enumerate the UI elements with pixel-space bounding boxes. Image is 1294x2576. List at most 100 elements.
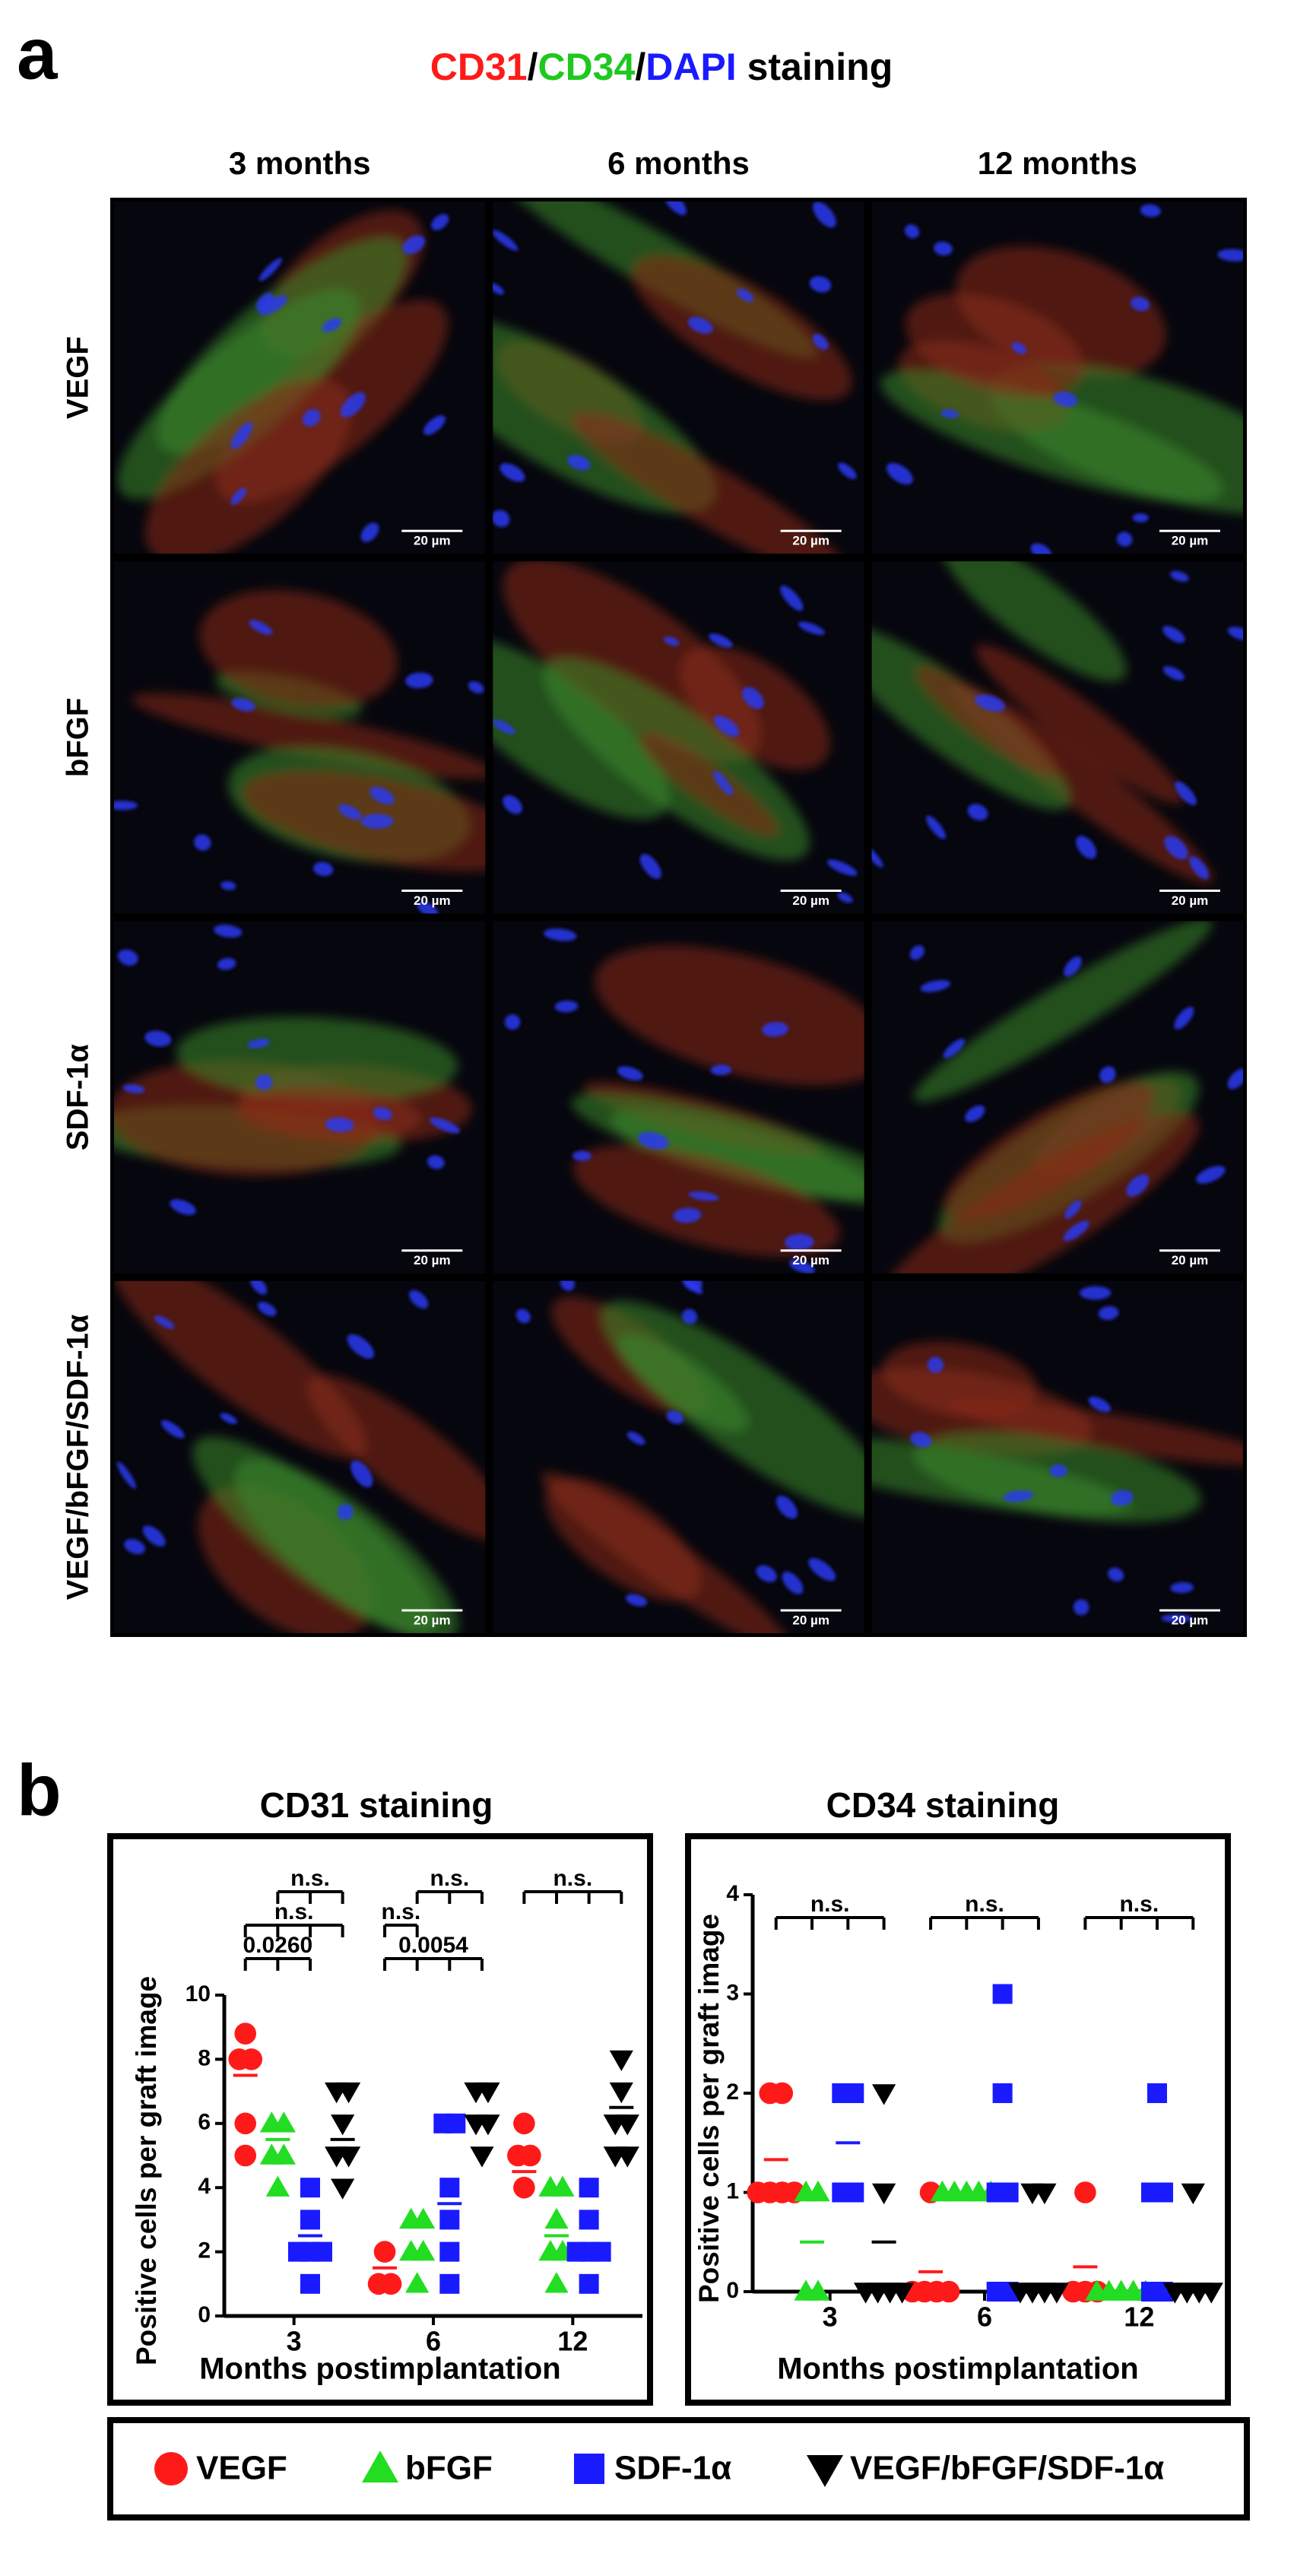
nuclei: [871, 570, 1243, 880]
nucleus: [788, 1259, 815, 1274]
nucleus: [1088, 1396, 1111, 1413]
legend-marker: [362, 2451, 398, 2482]
data-point: [544, 2272, 569, 2293]
data-point: [579, 2178, 599, 2198]
nucleus: [1079, 1286, 1112, 1300]
y-tick-label: 4: [198, 2174, 211, 2199]
tissue-band: [638, 731, 779, 837]
nucleus: [493, 230, 519, 251]
tissue-band: [503, 561, 762, 762]
nucleus: [736, 288, 754, 302]
nucleus: [500, 463, 525, 482]
nucleus: [402, 235, 426, 255]
nucleus: [940, 409, 959, 418]
y-tick-label: 0: [198, 2302, 211, 2327]
row-label: SDF-1α: [62, 1044, 95, 1151]
tissue-band: [306, 1374, 486, 1542]
data-point: [1074, 2181, 1096, 2203]
data-point: [373, 2241, 396, 2263]
nucleus: [231, 698, 255, 712]
nucleus: [666, 1410, 684, 1424]
nucleus: [257, 1302, 277, 1316]
data-point: [439, 2210, 460, 2230]
tissue-band: [943, 1080, 1155, 1221]
nucleus: [662, 201, 687, 215]
nucleus: [709, 633, 733, 648]
nucleus: [1049, 1464, 1067, 1477]
tissue-band: [913, 921, 1213, 1102]
nucleus: [1131, 297, 1150, 312]
nucleus: [710, 1064, 732, 1075]
nucleus: [1116, 531, 1133, 547]
nucleus: [325, 1117, 354, 1133]
scale-bar-label: 20 µm: [414, 1253, 451, 1267]
chart-box: [685, 1833, 1231, 2406]
panel-title: CD31/CD34/DAPI staining: [430, 46, 893, 88]
x-tick-label: 12: [557, 2326, 588, 2357]
nucleus: [965, 1105, 985, 1122]
nucleus: [838, 462, 857, 480]
y-tick-label: 10: [186, 1981, 211, 2007]
nucleus: [468, 680, 484, 694]
x-tick-label: 3: [823, 2302, 838, 2333]
data-point: [844, 2182, 864, 2203]
nucleus: [813, 201, 836, 228]
nucleus: [1110, 1489, 1134, 1506]
tissue-band: [905, 293, 1084, 398]
nucleus: [142, 1525, 166, 1547]
nucleus: [114, 801, 138, 811]
nucleus: [1030, 543, 1052, 554]
nucleus: [762, 1022, 789, 1037]
data-point: [513, 2112, 535, 2135]
data-point: [300, 2210, 320, 2230]
nucleus: [405, 672, 433, 689]
scale-bar-label: 20 µm: [1172, 1253, 1209, 1267]
nucleus: [1011, 342, 1027, 354]
scale-bar-label: 20 µm: [414, 534, 451, 548]
data-point: [271, 2111, 296, 2133]
tissue: [114, 1280, 486, 1633]
data-point: [890, 2283, 915, 2304]
nucleus: [430, 1117, 461, 1134]
tissue-band: [871, 1435, 1132, 1515]
y-axis-label: Positive cells per graft image: [131, 1976, 162, 2365]
data-point: [331, 2114, 355, 2136]
nucleus: [1064, 1200, 1082, 1219]
nucleus: [350, 1460, 373, 1488]
nucleus: [756, 1565, 777, 1582]
nuclei: [117, 925, 461, 1215]
nucleus: [504, 1014, 521, 1030]
scale-bar-label: 20 µm: [1172, 893, 1209, 908]
nuclei: [909, 945, 1243, 1242]
micrograph: [871, 561, 1243, 914]
tissue-band: [631, 254, 852, 401]
nucleus: [360, 522, 379, 543]
nucleus: [682, 1309, 698, 1324]
tissue-band: [493, 636, 671, 820]
nucleus: [431, 214, 449, 230]
chart-box: [107, 1833, 653, 2406]
column-heading: 6 months: [607, 145, 750, 181]
nucleus: [249, 1280, 268, 1295]
column-heading: 3 months: [229, 145, 371, 181]
legend-label: VEGF: [196, 2450, 287, 2487]
data-point: [331, 2178, 355, 2200]
nucleus: [1160, 1614, 1192, 1623]
data-point: [992, 2083, 1013, 2103]
nucleus: [1099, 1066, 1116, 1083]
data-point: [439, 2273, 460, 2294]
legend-label: SDF-1α: [614, 2450, 731, 2487]
nucleus: [1217, 249, 1243, 262]
tissue: [571, 945, 864, 1258]
data-point: [615, 2114, 639, 2136]
data-point: [379, 2273, 402, 2295]
data-point: [844, 2083, 864, 2103]
tissue: [117, 210, 449, 554]
data-point: [312, 2241, 332, 2262]
data-point: [411, 2207, 436, 2229]
y-tick-label: 3: [726, 1980, 739, 2005]
nucleus: [780, 585, 804, 611]
nucleus: [713, 715, 740, 737]
data-point: [337, 2082, 361, 2104]
tissue-band: [571, 411, 848, 554]
